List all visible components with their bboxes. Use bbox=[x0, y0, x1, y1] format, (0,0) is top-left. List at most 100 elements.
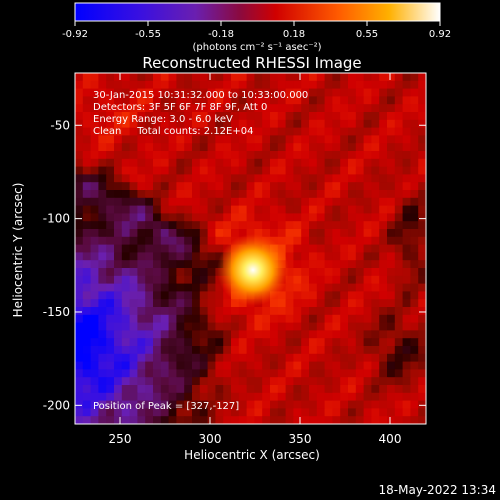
heatmap-cell bbox=[277, 369, 287, 378]
heatmap-cell bbox=[176, 182, 185, 191]
heatmap-cell bbox=[114, 158, 123, 168]
heatmap-cell bbox=[231, 322, 240, 331]
heatmap-cell bbox=[363, 377, 372, 386]
heatmap-cell bbox=[324, 338, 333, 347]
heatmap-cell bbox=[293, 127, 302, 136]
heatmap-cell bbox=[418, 112, 426, 121]
heatmap-cell bbox=[262, 229, 271, 238]
heatmap-cell bbox=[75, 377, 84, 386]
heatmap-cell bbox=[332, 283, 341, 292]
heatmap-cell bbox=[371, 330, 380, 339]
heatmap-cell bbox=[121, 213, 131, 222]
heatmap-cell bbox=[316, 377, 326, 386]
heatmap-cell bbox=[402, 416, 411, 424]
heatmap-cell bbox=[379, 73, 388, 82]
heatmap-cell bbox=[106, 158, 115, 168]
heatmap-cell bbox=[246, 330, 255, 339]
heatmap-cell bbox=[285, 127, 294, 136]
heatmap-cell bbox=[340, 80, 349, 90]
heatmap-cell bbox=[387, 346, 396, 355]
heatmap-cell bbox=[394, 104, 404, 113]
heatmap-cell bbox=[207, 174, 216, 183]
heatmap-cell bbox=[121, 283, 131, 292]
heatmap-cell bbox=[270, 299, 279, 308]
heatmap-cell bbox=[168, 252, 177, 261]
x-tick-label: 400 bbox=[379, 432, 402, 446]
heatmap-cell bbox=[223, 80, 232, 90]
heatmap-cell bbox=[184, 80, 193, 90]
heatmap-cell bbox=[246, 112, 255, 121]
heatmap-cell bbox=[418, 299, 426, 308]
heatmap-cell bbox=[137, 73, 146, 82]
heatmap-cell bbox=[207, 190, 216, 199]
heatmap-cell bbox=[82, 252, 92, 261]
heatmap-cell bbox=[340, 229, 349, 238]
heatmap-cell bbox=[277, 104, 287, 113]
heatmap-cell bbox=[371, 213, 380, 222]
heatmap-cell bbox=[418, 205, 426, 214]
heatmap-cell bbox=[301, 275, 310, 285]
heatmap-cell bbox=[309, 377, 318, 386]
heatmap-cell bbox=[277, 330, 287, 339]
heatmap-cell bbox=[98, 392, 107, 402]
heatmap-cell bbox=[262, 143, 271, 152]
heatmap-cell bbox=[324, 213, 333, 222]
heatmap-cell bbox=[82, 112, 92, 121]
heatmap-cell bbox=[129, 197, 138, 207]
heatmap-cell bbox=[332, 151, 341, 160]
heatmap-cell bbox=[394, 182, 404, 191]
heatmap-cell bbox=[301, 135, 310, 144]
heatmap-cell bbox=[270, 338, 279, 347]
heatmap-cell bbox=[348, 112, 357, 121]
heatmap-cell bbox=[348, 369, 357, 378]
heatmap-cell bbox=[184, 73, 193, 82]
heatmap-cell bbox=[238, 166, 248, 175]
heatmap-cell bbox=[168, 143, 177, 152]
heatmap-cell bbox=[160, 104, 170, 113]
heatmap-cell bbox=[277, 338, 287, 347]
heatmap-cell bbox=[410, 112, 419, 121]
heatmap-cell bbox=[106, 197, 115, 207]
heatmap-cell bbox=[153, 385, 162, 394]
heatmap-cell bbox=[363, 119, 372, 129]
heatmap-cell bbox=[410, 127, 419, 136]
heatmap-cell bbox=[90, 275, 99, 285]
heatmap-cell bbox=[160, 190, 170, 199]
heatmap-cell bbox=[387, 135, 396, 144]
heatmap-cell bbox=[363, 112, 372, 121]
heatmap-cell bbox=[153, 353, 162, 363]
heatmap-cell bbox=[410, 330, 419, 339]
heatmap-cell bbox=[402, 330, 411, 339]
heatmap-cell bbox=[137, 314, 146, 324]
heatmap-cell bbox=[121, 361, 131, 370]
heatmap-cell bbox=[410, 221, 419, 230]
heatmap-cell bbox=[293, 314, 302, 324]
heatmap-cell bbox=[238, 197, 248, 207]
heatmap-cell bbox=[121, 307, 131, 316]
heatmap-cell bbox=[387, 213, 396, 222]
heatmap-cell bbox=[316, 158, 326, 168]
heatmap-cell bbox=[207, 408, 216, 417]
heatmap-cell bbox=[137, 80, 146, 90]
heatmap-cell bbox=[387, 143, 396, 152]
heatmap-cell bbox=[168, 299, 177, 308]
heatmap-cell bbox=[293, 299, 302, 308]
heatmap-cell bbox=[402, 96, 411, 105]
heatmap-cell bbox=[394, 307, 404, 316]
heatmap-cell bbox=[309, 221, 318, 230]
heatmap-cell bbox=[270, 127, 279, 136]
heatmap-cell bbox=[254, 143, 263, 152]
heatmap-cell bbox=[293, 143, 302, 152]
heatmap-cell bbox=[207, 307, 216, 316]
heatmap-cell bbox=[363, 400, 372, 409]
heatmap-cell bbox=[285, 361, 294, 370]
heatmap-cell bbox=[75, 291, 84, 300]
heatmap-cell bbox=[410, 166, 419, 175]
heatmap-cell bbox=[114, 268, 123, 277]
heatmap-cell bbox=[363, 127, 372, 136]
heatmap-cell bbox=[238, 119, 248, 129]
heatmap-cell bbox=[293, 338, 302, 347]
heatmap-cell bbox=[153, 104, 162, 113]
heatmap-cell bbox=[145, 244, 154, 253]
heatmap-cell bbox=[90, 174, 99, 183]
